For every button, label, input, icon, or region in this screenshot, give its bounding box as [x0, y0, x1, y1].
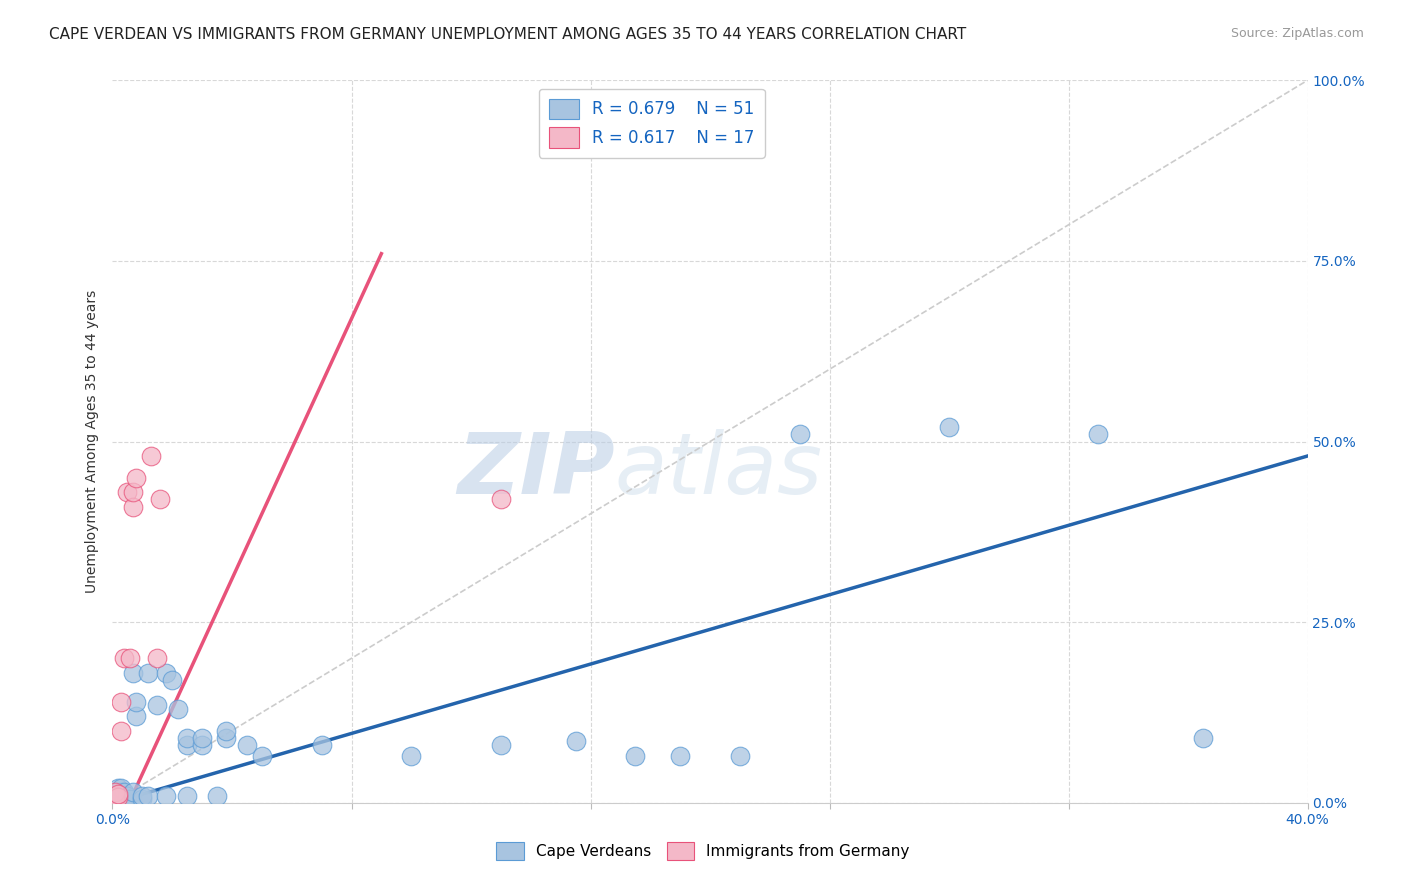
Point [146, 651, 169, 665]
Text: ZIP: ZIP [457, 429, 614, 512]
Point [125, 470, 148, 484]
Point [104, 789, 127, 803]
Point [117, 485, 139, 500]
Point [624, 748, 647, 763]
Point [107, 785, 129, 799]
Point [167, 702, 190, 716]
Point [191, 731, 214, 745]
Point [176, 738, 198, 752]
Point [107, 787, 129, 801]
Point [250, 748, 273, 763]
Point [120, 792, 142, 806]
Point [114, 785, 135, 799]
Point [489, 738, 512, 752]
Point [104, 790, 127, 805]
Point [107, 792, 129, 806]
Point [104, 785, 127, 799]
Point [120, 651, 142, 665]
Point [110, 723, 132, 738]
Point [125, 695, 148, 709]
Point [110, 789, 132, 803]
Point [146, 698, 169, 713]
Legend: Cape Verdeans, Immigrants from Germany: Cape Verdeans, Immigrants from Germany [491, 836, 915, 866]
Point [122, 500, 145, 514]
Point [114, 651, 135, 665]
Point [155, 665, 177, 680]
Point [401, 748, 423, 763]
Point [107, 790, 129, 805]
Point [938, 420, 960, 434]
Point [311, 738, 333, 752]
Point [117, 789, 139, 803]
Point [205, 789, 228, 803]
Point [107, 781, 129, 796]
Y-axis label: Unemployment Among Ages 35 to 44 years: Unemployment Among Ages 35 to 44 years [84, 290, 98, 593]
Point [138, 789, 160, 803]
Point [110, 785, 132, 799]
Text: Source: ZipAtlas.com: Source: ZipAtlas.com [1230, 27, 1364, 40]
Point [110, 781, 132, 796]
Point [104, 787, 127, 801]
Point [122, 485, 145, 500]
Point [110, 695, 132, 709]
Point [1087, 427, 1109, 442]
Point [191, 738, 214, 752]
Point [107, 790, 129, 805]
Text: atlas: atlas [614, 429, 823, 512]
Legend: R = 0.679    N = 51, R = 0.617    N = 17: R = 0.679 N = 51, R = 0.617 N = 17 [538, 88, 765, 158]
Point [162, 673, 183, 687]
Point [489, 492, 512, 507]
Point [669, 748, 692, 763]
Point [789, 427, 811, 442]
Point [104, 792, 127, 806]
Text: CAPE VERDEAN VS IMMIGRANTS FROM GERMANY UNEMPLOYMENT AMONG AGES 35 TO 44 YEARS C: CAPE VERDEAN VS IMMIGRANTS FROM GERMANY … [49, 27, 966, 42]
Point [155, 789, 177, 803]
Point [114, 792, 135, 806]
Point [122, 785, 145, 799]
Point [1192, 731, 1215, 745]
Point [138, 665, 160, 680]
Point [107, 787, 129, 801]
Point [125, 709, 148, 723]
Point [131, 792, 153, 806]
Point [122, 665, 145, 680]
Point [117, 792, 139, 806]
Point [131, 789, 153, 803]
Point [141, 449, 163, 463]
Point [104, 792, 127, 806]
Point [215, 731, 238, 745]
Point [104, 789, 127, 803]
Point [215, 723, 238, 738]
Point [564, 734, 586, 748]
Point [236, 738, 259, 752]
Point [176, 731, 198, 745]
Point [176, 789, 198, 803]
Point [728, 748, 751, 763]
Point [149, 492, 172, 507]
